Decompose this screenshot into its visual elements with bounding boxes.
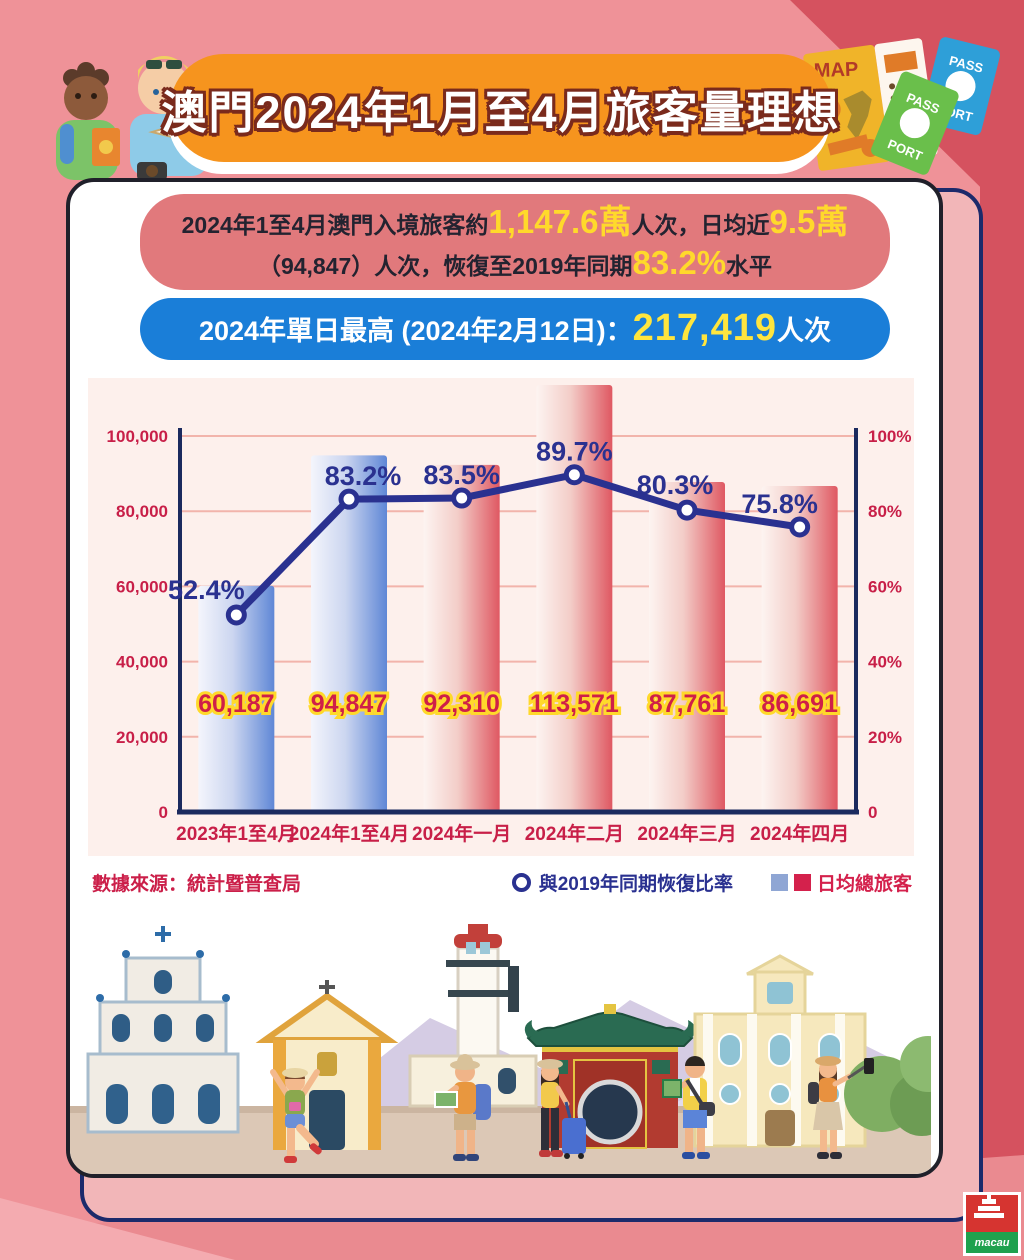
macau-skyline-illustration bbox=[70, 924, 931, 1174]
line-marker bbox=[789, 516, 811, 538]
bar-value-label: 87,761 bbox=[649, 690, 726, 718]
line-marker bbox=[225, 604, 247, 626]
peak-day-unit: 人次 bbox=[777, 316, 832, 347]
x-axis-category-label: 2024年二月 bbox=[525, 822, 624, 845]
line-value-label: 83.2% bbox=[325, 461, 402, 491]
tourist-selfie bbox=[808, 1056, 874, 1159]
left-axis-tick: 80,000 bbox=[116, 502, 168, 521]
bar-legend-swatch-blue bbox=[770, 873, 788, 891]
map-label: MAP bbox=[813, 59, 858, 83]
summary-line-2: （94,847）人次，恢復至2019年同期 83.2% 水平 bbox=[258, 242, 772, 283]
tourist-backpacker bbox=[434, 1054, 491, 1161]
ruins-glyph-icon bbox=[974, 1195, 1004, 1218]
summary-highlight-daily: 9.5萬 bbox=[769, 202, 849, 240]
bushes bbox=[844, 1036, 931, 1136]
right-axis-tick: 60% bbox=[868, 577, 902, 596]
bar-value-label: 60,187 bbox=[198, 690, 274, 718]
x-axis-category-label: 2024年1至4月 bbox=[289, 822, 409, 845]
tourist-jumping bbox=[270, 1068, 322, 1163]
x-axis-category-label: 2024年四月 bbox=[750, 822, 849, 845]
left-axis-tick: 60,000 bbox=[116, 577, 168, 596]
data-source-label: 數據來源：統計暨普查局 bbox=[92, 873, 302, 895]
x-axis-category-label: 2024年一月 bbox=[412, 822, 511, 845]
bar-value-label: 94,847 bbox=[311, 690, 387, 718]
summary-line-1: 2024年1至4月澳門入境旅客約 1,147.6萬 人次，日均近 9.5萬 bbox=[182, 201, 849, 242]
peak-day-value: 217,419 bbox=[632, 307, 778, 350]
line-legend-label: 與2019年同期恢復比率 bbox=[538, 873, 733, 895]
bar-2024年二月 bbox=[536, 384, 613, 812]
title-banner: 澳門2024年1月至4月旅客量理想 bbox=[161, 54, 839, 162]
line-marker bbox=[563, 464, 585, 486]
bar-2024年三月 bbox=[649, 482, 725, 812]
summary-pill: 2024年1至4月澳門入境旅客約 1,147.6萬 人次，日均近 9.5萬 （94,8… bbox=[140, 194, 890, 290]
right-axis-tick: 20% bbox=[868, 728, 902, 747]
chart-panel: 0 0 20,000 20% 40,000 40% 60,000 60% 80,000 80% 10… bbox=[88, 378, 914, 856]
yellow-church bbox=[255, 980, 399, 1150]
st-pauls-ruins bbox=[86, 926, 240, 1134]
x-axis-category-label: 2023年1至4月 bbox=[176, 822, 296, 845]
line-value-label: 75.8% bbox=[741, 489, 818, 519]
visitors-chart: 0 0 20,000 20% 40,000 40% 60,000 60% 80,000 80% 10… bbox=[107, 384, 911, 845]
tourist-with-map bbox=[662, 1056, 715, 1159]
right-axis-tick: 80% bbox=[868, 502, 902, 521]
left-axis-tick: 0 bbox=[159, 803, 168, 822]
summary-highlight-recovery: 83.2% bbox=[632, 244, 727, 281]
macau-logo-emblem bbox=[966, 1195, 1018, 1232]
line-value-label: 52.4% bbox=[168, 575, 245, 605]
chart-legend: 與2019年同期恢復比率 日均總旅客 bbox=[511, 869, 914, 896]
line-legend-marker-icon bbox=[511, 872, 531, 892]
summary-text: 人次，日均近 bbox=[631, 211, 770, 238]
bar-value-label: 92,310 bbox=[423, 690, 499, 718]
macau-logo-text: macau bbox=[966, 1232, 1018, 1253]
peak-day-text: 2024年單日最高 (2024年2月12日)： bbox=[198, 316, 633, 347]
ground-edge bbox=[70, 1106, 931, 1113]
right-axis-tick: 0 bbox=[868, 803, 877, 822]
bar-2023年1至4月 bbox=[198, 585, 275, 812]
summary-highlight-total: 1,147.6萬 bbox=[488, 202, 632, 240]
bar-legend-label: 日均總旅客 bbox=[816, 873, 912, 895]
line-marker bbox=[338, 488, 360, 510]
summary-text: （94,847）人次，恢復至2019年同期 bbox=[257, 253, 633, 279]
tourist-with-suitcase bbox=[537, 1059, 586, 1159]
bar-value-label: 86,691 bbox=[761, 690, 838, 718]
bar-2024年1至4月 bbox=[311, 455, 387, 812]
recovery-line bbox=[233, 471, 801, 618]
line-value-label: 80.3% bbox=[637, 470, 714, 500]
bar-value-label: 113,571 bbox=[530, 690, 619, 718]
left-axis-tick: 40,000 bbox=[116, 653, 168, 672]
travel-items-illustration: MAP PASS PORT PASS PORT bbox=[803, 37, 1000, 175]
bar-2024年一月 bbox=[423, 464, 500, 812]
line-value-label: 83.5% bbox=[423, 460, 500, 490]
line-value-label: 89.7% bbox=[536, 437, 613, 467]
summary-text: 水平 bbox=[726, 253, 773, 279]
passport-green-icon: PASS PORT bbox=[871, 71, 959, 175]
peak-day-line: 2024年單日最高 (2024年2月12日)： 217,419 人次 bbox=[199, 305, 831, 353]
tourist-left bbox=[56, 62, 120, 180]
left-axis-tick: 100,000 bbox=[107, 427, 168, 446]
right-axis-tick: 40% bbox=[868, 653, 902, 672]
summary-text: 2024年1至4月澳門入境旅客約 bbox=[181, 211, 489, 238]
line-marker bbox=[451, 487, 473, 509]
right-axis-tick: 100% bbox=[868, 427, 911, 446]
bar-2024年四月 bbox=[761, 486, 838, 812]
x-axis-category-label: 2024年三月 bbox=[637, 822, 736, 845]
page-title: 澳門2024年1月至4月旅客量理想 bbox=[161, 86, 841, 138]
left-axis-tick: 20,000 bbox=[116, 728, 168, 747]
macau-logo: macau bbox=[963, 1192, 1021, 1256]
legend-row: 數據來源：統計暨普查局 與2019年同期恢復比率 日均總旅客 bbox=[88, 866, 914, 898]
peak-day-pill: 2024年單日最高 (2024年2月12日)： 217,419 人次 bbox=[140, 298, 890, 360]
main-card: 2024年1至4月澳門入境旅客約 1,147.6萬 人次，日均近 9.5萬 （94,8… bbox=[66, 178, 943, 1178]
guia-lighthouse bbox=[408, 924, 538, 1108]
tourists-reading-map-illustration bbox=[56, 56, 222, 180]
bar-legend-swatch-red bbox=[793, 873, 811, 891]
line-marker bbox=[676, 499, 698, 521]
